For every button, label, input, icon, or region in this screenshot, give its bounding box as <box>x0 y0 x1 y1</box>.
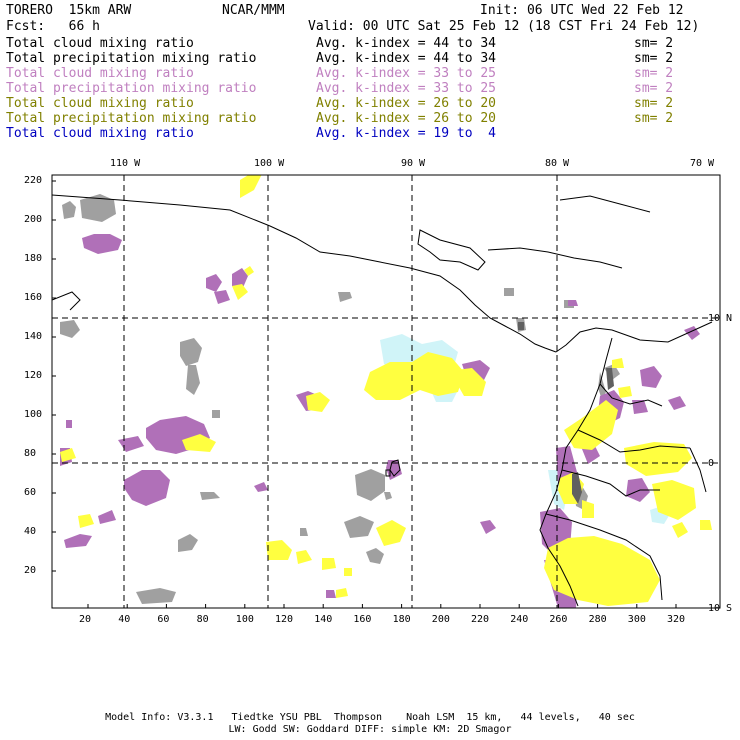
model-title: TORERO 15km ARW <box>6 3 132 18</box>
lat-label-10s: 10 S <box>708 603 733 614</box>
bottom-tick-label: 260 <box>549 614 568 625</box>
legend-kindex-label: Avg. k-index = 33 to 25 <box>316 81 497 96</box>
legend-kindex-label: Avg. k-index = 19 to 4 <box>316 126 497 141</box>
bottom-tick-label: 100 <box>235 614 254 625</box>
left-tick-label: 200 <box>24 214 43 225</box>
legend-field-label: Total precipitation mixing ratio <box>6 81 257 96</box>
left-tick-label: 80 <box>24 448 37 459</box>
left-tick-label: 40 <box>24 526 37 537</box>
bottom-tick-label: 80 <box>196 614 209 625</box>
legend-field-label: Total precipitation mixing ratio <box>6 51 257 66</box>
coastlines <box>52 194 713 607</box>
legend-field-label: Total precipitation mixing ratio <box>6 111 257 126</box>
bottom-tick-label: 180 <box>392 614 411 625</box>
legend-kindex-label: Avg. k-index = 26 to 20 <box>316 96 497 111</box>
legend-field-label: Total cloud mixing ratio <box>6 36 194 51</box>
bottom-tick-label: 140 <box>314 614 333 625</box>
lon-label-110w: 110 W <box>110 158 141 169</box>
lon-label-100w: 100 W <box>254 158 285 169</box>
legend-field-label: Total cloud mixing ratio <box>6 66 194 81</box>
init-time: Init: 06 UTC Wed 22 Feb 12 <box>480 3 684 18</box>
legend-smoothing-label: sm= 2 <box>634 81 674 96</box>
legend-kindex-label: Avg. k-index = 33 to 25 <box>316 66 497 81</box>
bottom-tick-label: 300 <box>627 614 646 625</box>
bottom-tick-label: 280 <box>588 614 607 625</box>
bottom-tick-label: 40 <box>118 614 131 625</box>
left-tick-label: 160 <box>24 292 43 303</box>
bottom-tick-label: 60 <box>157 614 170 625</box>
bottom-tick-label: 240 <box>510 614 529 625</box>
gray-cloud-fields <box>60 194 620 604</box>
left-ticks <box>52 180 56 572</box>
legend-field-label: Total cloud mixing ratio <box>6 96 194 111</box>
left-tick-label: 20 <box>24 565 37 576</box>
lon-label-80w: 80 W <box>545 158 570 169</box>
legend-smoothing-label: sm= 2 <box>634 111 674 126</box>
plot-frame <box>51 174 721 609</box>
institution: NCAR/MMM <box>222 3 285 18</box>
graticule <box>52 175 720 608</box>
yellow-cloud-fields <box>60 175 712 606</box>
bottom-tick-label: 320 <box>667 614 686 625</box>
legend-field-label: Total cloud mixing ratio <box>6 126 194 141</box>
left-tick-label: 120 <box>24 370 43 381</box>
left-tick-label: 140 <box>24 331 43 342</box>
bottom-ticks <box>87 604 677 608</box>
dark-cloud-fields <box>518 322 614 504</box>
left-tick-label: 220 <box>24 175 43 186</box>
lat-label-0: 0 <box>708 458 715 469</box>
lon-label-90w: 90 W <box>401 158 426 169</box>
footer-model-info: Model Info: V3.3.1 Tiedtke YSU PBL Thomp… <box>105 712 635 723</box>
legend-smoothing-label: sm= 2 <box>634 51 674 66</box>
bottom-tick-label: 220 <box>471 614 490 625</box>
legend-kindex-label: Avg. k-index = 44 to 34 <box>316 51 497 66</box>
bottom-tick-label: 160 <box>353 614 372 625</box>
legend-kindex-label: Avg. k-index = 26 to 20 <box>316 111 497 126</box>
left-tick-label: 180 <box>24 253 43 264</box>
valid-time: Valid: 00 UTC Sat 25 Feb 12 (18 CST Fri … <box>308 19 700 34</box>
left-tick-label: 60 <box>24 487 37 498</box>
legend-smoothing-label: sm= 2 <box>634 36 674 51</box>
bottom-tick-label: 200 <box>431 614 450 625</box>
lon-label-70w: 70 W <box>690 158 715 169</box>
footer-physics-info: LW: Godd SW: Goddard DIFF: simple KM: 2D… <box>228 724 512 735</box>
forecast-hour: Fcst: 66 h <box>6 19 100 34</box>
lat-label-10n: 10 N <box>708 313 733 324</box>
left-tick-label: 100 <box>24 409 43 420</box>
bottom-tick-label: 20 <box>79 614 92 625</box>
legend-kindex-label: Avg. k-index = 44 to 34 <box>316 36 497 51</box>
legend-smoothing-label: sm= 2 <box>634 66 674 81</box>
bottom-tick-label: 120 <box>275 614 294 625</box>
legend-smoothing-label: sm= 2 <box>634 96 674 111</box>
